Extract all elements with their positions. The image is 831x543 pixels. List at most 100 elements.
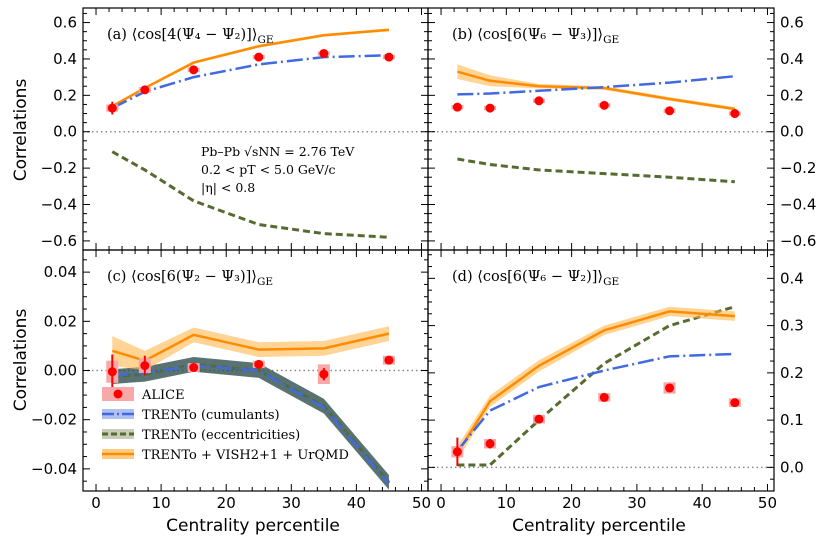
y-tick-label: 0.0: [780, 123, 804, 141]
annotation-line: 0.2 < pT < 5.0 GeV/c: [201, 162, 336, 177]
panel-c: 0 10 20 30 40 50 −0.04 −0.02 0.00 0.02 0.04 (c) ⟨co…: [31, 249, 431, 512]
alice-point: [599, 392, 609, 402]
panel-b: −0.6 −0.4 −0.2 0.0 0.2 0.4 0.6 (b) ⟨cos[6(Ψ₆ − …: [427, 7, 816, 251]
legend: ALICE TRENTo (cumulants) TRENTo (eccentric…: [102, 387, 349, 463]
plot-area-c: [83, 326, 428, 490]
y-tick-label: −0.6: [780, 232, 816, 250]
alice-point: [254, 52, 264, 62]
x-tick-label: 0: [91, 494, 101, 512]
y-tick-label: 0.02: [44, 312, 77, 330]
alice-point: [384, 355, 394, 365]
panel-a: −0.6 −0.4 −0.2 0.0 0.2 0.4 0.6 (a) ⟨cos[4(Ψ₄ − …: [41, 7, 429, 251]
y-tick-label: 0.0: [780, 458, 804, 476]
panel-label-subscript: GE: [603, 276, 619, 288]
alice-point: [665, 106, 675, 116]
panel-label-b: (b) ⟨cos[6(Ψ₆ − Ψ₃)]⟩GE: [452, 27, 619, 46]
y-tick-label: 0.04: [44, 263, 77, 281]
x-tick-label: 20: [217, 494, 236, 512]
legend-alice-marker: [113, 389, 123, 399]
panel-label-subscript: GE: [603, 34, 619, 46]
hydro-line: [457, 70, 736, 111]
legend-eccentricities-swatch: [102, 429, 134, 439]
alice-point: [534, 96, 544, 106]
x-tick-label: 30: [282, 494, 301, 512]
alice-point: [107, 103, 117, 113]
x-tick-label: 50: [758, 494, 777, 512]
y-tick-label: −0.4: [780, 196, 816, 214]
alice-point: [140, 361, 150, 371]
x-tick-label: 40: [693, 494, 712, 512]
alice-point: [665, 383, 675, 393]
annotation-line: Pb–Pb √sNN = 2.76 TeV: [201, 144, 355, 159]
alice-point: [534, 414, 544, 424]
x-tick-label: 10: [152, 494, 171, 512]
legend-label: TRENTo (eccentricities): [142, 428, 300, 443]
plot-area-a: [83, 28, 428, 239]
panel-d: 0 10 20 30 40 500.0 0.1 0.2 0.3 0.4 (d) ⟨cos[6(Ψ₆ …: [427, 249, 804, 512]
y-tick-label: −0.6: [41, 232, 77, 250]
legend-label: TRENTo (cumulants): [142, 408, 280, 423]
plot-area-d: [428, 305, 774, 469]
alice-point: [384, 52, 394, 62]
y-tick-label: 0.1: [780, 411, 804, 429]
y-axis-title-top: Correlations: [11, 79, 31, 182]
alice-point: [319, 48, 329, 58]
y-tick-label: 0.4: [53, 50, 77, 68]
y-tick-label: 0.4: [780, 269, 804, 287]
y-tick-label: 0.2: [780, 86, 804, 104]
x-tick-label: 30: [627, 494, 646, 512]
alice-point: [485, 439, 495, 449]
panel-label-subscript: GE: [257, 276, 273, 288]
y-tick-label: −0.04: [31, 460, 77, 478]
y-tick-label: 0.3: [780, 317, 804, 335]
eccentricities-line: [457, 305, 736, 467]
eccentricities-line: [457, 157, 735, 184]
alice-point: [730, 398, 740, 408]
x-axis-title-right: Centrality percentile: [512, 516, 686, 536]
panel-label-a: (a) ⟨cos[4(Ψ₄ − Ψ₂)]⟩GE: [107, 27, 274, 46]
panel-label-c: (c) ⟨cos[6(Ψ₂ − Ψ₃)]⟩GE: [107, 269, 273, 288]
x-tick-label: 10: [497, 494, 516, 512]
y-tick-label: 0.6: [780, 14, 804, 32]
cumulants-line: [112, 364, 390, 485]
y-tick-label: 0.2: [53, 86, 77, 104]
cumulants-line: [457, 74, 735, 96]
y-tick-label: 0.00: [44, 362, 77, 380]
x-tick-label: 0: [436, 494, 446, 512]
alice-point: [730, 109, 740, 119]
alice-point: [452, 102, 462, 112]
y-tick-label: −0.02: [31, 411, 77, 429]
panel-frame: [82, 7, 429, 251]
panel-label-d: (d) ⟨cos[6(Ψ₆ − Ψ₂)]⟩GE: [452, 269, 619, 288]
alice-point: [107, 367, 117, 377]
y-axis-title-bottom: Correlations: [11, 309, 31, 412]
y-tick-label: −0.4: [41, 196, 77, 214]
annotation-line: |η| < 0.8: [201, 180, 255, 195]
y-tick-label: 0.6: [53, 14, 77, 32]
panel-frame: [427, 249, 775, 492]
panel-frame: [427, 7, 775, 251]
alice-point: [485, 103, 495, 113]
y-tick-label: 0.4: [780, 50, 804, 68]
legend-label: TRENTo + VISH2+1 + UrQMD: [142, 448, 349, 463]
panels-layer: −0.6 −0.4 −0.2 0.0 0.2 0.4 0.6 (a) ⟨cos[4(Ψ₄ − …: [31, 7, 816, 512]
cumulants-line: [111, 54, 389, 110]
eccentricities-line: [112, 362, 391, 484]
alice-point: [140, 85, 150, 95]
plot-area-b: [428, 64, 774, 184]
alice-point: [254, 359, 264, 369]
y-tick-label: 0.0: [53, 123, 77, 141]
y-tick-label: 0.2: [780, 364, 804, 382]
y-tick-label: −0.2: [780, 159, 816, 177]
alice-point: [189, 65, 199, 75]
x-tick-label: 20: [562, 494, 581, 512]
x-axis-title-left: Centrality percentile: [166, 516, 340, 536]
hydro-line: [456, 310, 735, 454]
alice-point: [599, 100, 609, 110]
cumulants-line: [456, 352, 735, 452]
eccentricities-band: [112, 356, 389, 490]
y-tick-label: −0.2: [41, 159, 77, 177]
x-tick-label: 50: [412, 494, 431, 512]
alice-point: [189, 363, 199, 373]
